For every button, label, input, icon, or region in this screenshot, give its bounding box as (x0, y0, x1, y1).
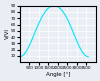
Y-axis label: V/Vl: V/Vl (4, 29, 9, 39)
X-axis label: Angle [°]: Angle [°] (46, 72, 70, 77)
